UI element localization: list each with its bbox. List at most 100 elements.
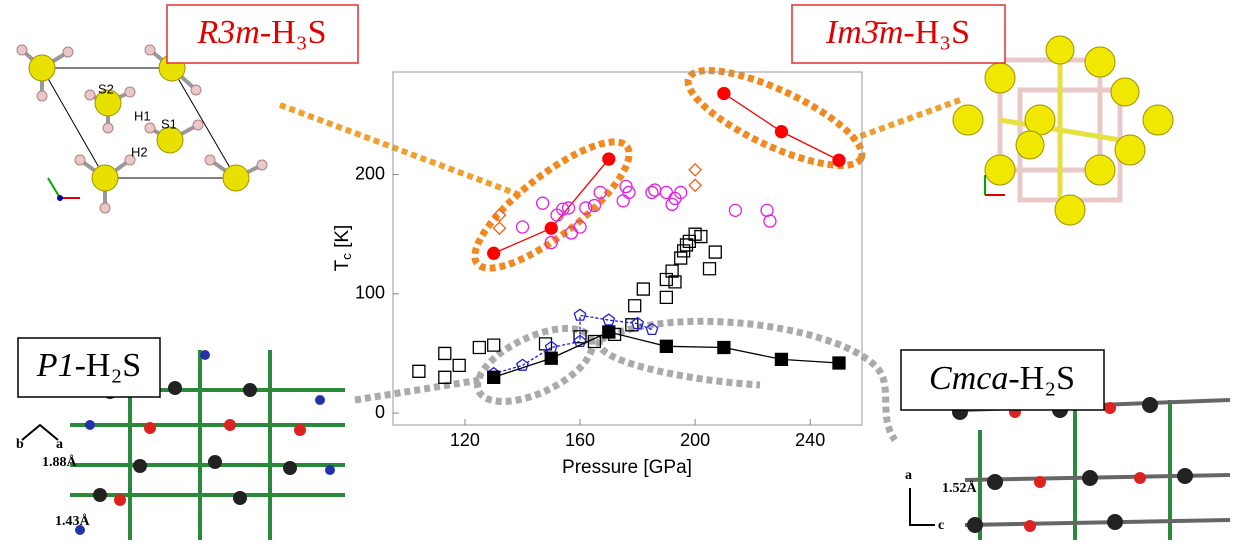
p1-structure — [21, 350, 345, 540]
y-label-rest: [K] — [332, 225, 353, 254]
label-italic: Im3̄m — [825, 14, 903, 51]
data-point — [659, 185, 673, 200]
data-point — [688, 178, 703, 193]
label-rest: -H₃S — [260, 14, 327, 51]
data-point — [668, 275, 682, 289]
y-label-base: T — [332, 259, 353, 271]
data-point — [515, 220, 530, 234]
data-point — [645, 322, 659, 336]
label-rest: -H₃S — [903, 14, 970, 51]
data-point — [774, 352, 789, 367]
data-point — [487, 246, 501, 260]
label-italic: Cmca — [929, 360, 1008, 397]
data-point — [587, 198, 602, 213]
panel-label: P1-H₂S — [36, 347, 141, 384]
data-point — [412, 364, 426, 378]
data-point — [659, 290, 673, 305]
data-point — [487, 370, 501, 384]
distance-label: 1.43Å — [55, 513, 91, 529]
data-point — [682, 234, 697, 248]
x-axis-label: Pressure [GPa] — [562, 457, 692, 478]
x-tick-label: 160 — [565, 430, 595, 450]
data-point — [728, 203, 743, 217]
data-point — [717, 86, 731, 101]
data-point — [625, 318, 639, 332]
data-point — [492, 221, 507, 236]
panel-label: Cmca-H₂S — [929, 360, 1075, 397]
data-point — [452, 358, 466, 373]
data-point — [538, 337, 553, 351]
r3m-structure — [16, 44, 268, 214]
data-point — [628, 299, 642, 313]
label-italic: R3m — [197, 14, 260, 51]
data-point — [516, 358, 529, 371]
data-point — [688, 227, 702, 241]
data-point — [648, 183, 662, 197]
y-axis-label: Tc [K] — [332, 225, 354, 272]
atom-label: H2 — [131, 144, 148, 159]
axis-letter: a — [905, 468, 912, 483]
distance-label: 1.52Å — [942, 480, 978, 496]
data-point — [774, 124, 789, 139]
data-point — [593, 185, 607, 200]
data-point — [587, 334, 602, 349]
data-point — [438, 346, 452, 361]
y-label-sub: c — [339, 253, 354, 260]
y-tick-label: 0 — [375, 402, 385, 422]
x-tick-label: 240 — [795, 430, 825, 450]
data-point — [573, 220, 587, 234]
cmca-structure — [909, 397, 1231, 540]
label-rest: -H₂S — [75, 347, 142, 384]
data-point — [556, 202, 570, 216]
data-point — [602, 152, 616, 166]
data-point — [645, 185, 659, 200]
panel-label: R3m-H₃S — [197, 14, 327, 51]
label-box — [166, 4, 359, 64]
plot: 120 160 200 240 0 100 200 — [355, 86, 846, 450]
panel-label: Im3̄m-H₃S — [825, 14, 970, 51]
axis-letter: a — [56, 437, 63, 452]
data-point — [708, 245, 722, 259]
data-point — [659, 339, 673, 353]
small-labels: S2 H1 S1 H2 b a 1.88Å 1.43Å a c 1.52Å — [16, 81, 978, 533]
data-point — [688, 162, 703, 177]
data-point — [544, 351, 558, 365]
data-point — [674, 185, 688, 200]
axis-letter: b — [16, 437, 24, 452]
callouts — [278, 67, 962, 443]
data-point — [535, 196, 550, 210]
data-point — [631, 316, 645, 330]
data-point — [636, 282, 650, 296]
x-tick-label: 200 — [680, 430, 710, 450]
data-point — [702, 262, 717, 276]
data-point — [616, 194, 630, 208]
data-point — [832, 356, 846, 370]
data-point — [694, 229, 708, 244]
data-point — [573, 308, 587, 321]
data-point — [602, 313, 616, 326]
data-point — [665, 264, 679, 278]
y-tick-label: 100 — [355, 283, 385, 303]
data-point — [492, 208, 507, 223]
axis-letter: c — [938, 518, 944, 533]
label-box — [17, 337, 161, 398]
data-point — [717, 340, 731, 355]
data-point — [602, 325, 616, 339]
data-point — [622, 185, 636, 200]
atom-label: S2 — [98, 81, 114, 96]
data-point — [674, 251, 688, 265]
data-point — [659, 272, 673, 287]
distance-label: 1.88Å — [42, 454, 78, 470]
data-point — [763, 214, 777, 228]
data-point — [438, 370, 452, 384]
label-box — [900, 349, 1105, 411]
plot-frame — [392, 71, 863, 426]
data-point — [544, 235, 558, 250]
im3m-structure — [952, 35, 1174, 226]
panel-labels: R3m-H₃S Im3̄m-H₃S P1-H₂S Cmca-H₂S — [17, 4, 1105, 411]
label-rest: -H₂S — [1008, 360, 1075, 397]
data-point — [487, 338, 501, 352]
data-point — [832, 153, 846, 167]
atom-label: H1 — [134, 108, 151, 123]
